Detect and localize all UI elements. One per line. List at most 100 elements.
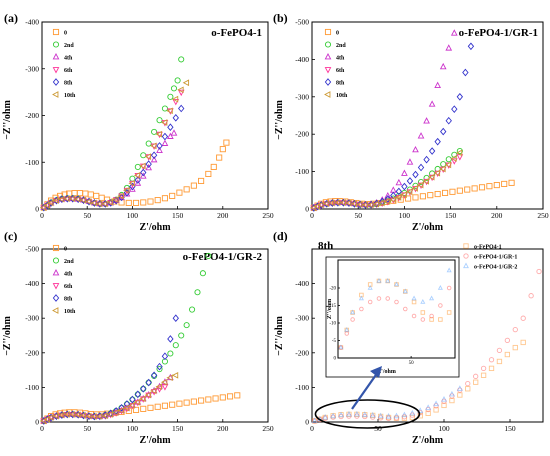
data-point — [154, 403, 161, 410]
legend-label: 8th — [64, 297, 73, 303]
data-point — [411, 185, 418, 192]
inset-y-axis-label: Z''/ohm — [327, 299, 333, 319]
data-point — [439, 62, 447, 70]
legend: 0 2nd 4th 6th 8th 10th — [324, 28, 348, 99]
data-point — [456, 187, 463, 194]
legend-label: 6th — [64, 68, 73, 74]
data-point — [345, 199, 352, 207]
data-point — [504, 351, 511, 358]
data-point — [161, 195, 168, 202]
data-point — [311, 417, 318, 424]
data-point — [417, 407, 424, 414]
data-point — [451, 105, 458, 113]
data-point — [417, 413, 423, 419]
y-tick-label: -300 — [25, 314, 39, 323]
data-point — [462, 68, 469, 77]
data-point — [317, 201, 324, 209]
highlight-ellipse — [314, 399, 421, 429]
data-point — [205, 170, 212, 177]
data-point — [199, 270, 206, 277]
y-tick-label: -100 — [25, 383, 39, 392]
series-o-fepo4-1-gr-2 — [311, 385, 463, 424]
series-8th — [40, 314, 179, 425]
data-point — [167, 335, 174, 343]
data-point — [395, 178, 403, 186]
data-point — [183, 322, 190, 329]
data-point — [212, 395, 219, 402]
inset-data-point — [420, 317, 426, 322]
data-point — [528, 293, 534, 299]
data-point — [198, 397, 205, 404]
legend-marker — [52, 67, 60, 74]
data-point — [395, 187, 403, 196]
data-point — [377, 412, 384, 419]
legend-label: 4th — [64, 56, 73, 62]
x-tick-label: 0 — [310, 211, 314, 220]
data-point — [450, 29, 458, 36]
data-point — [172, 99, 180, 106]
data-point — [473, 373, 479, 379]
data-point — [367, 201, 374, 209]
data-point — [330, 412, 337, 419]
legend-label: 2nd — [336, 43, 346, 49]
y-axis-label: −Z''/ohm — [274, 316, 285, 356]
inset-data-point — [385, 296, 390, 301]
data-point — [456, 385, 463, 391]
panel-title: o-FePO4-1/GR-1 — [459, 27, 538, 39]
y-tick-label: -300 — [25, 64, 39, 73]
data-point — [464, 186, 471, 193]
inset-arrow-head — [370, 366, 382, 378]
data-point — [309, 204, 317, 212]
y-tick-label: -300 — [295, 314, 309, 323]
legend-marker — [52, 91, 59, 98]
data-point — [172, 114, 179, 122]
data-point — [378, 199, 385, 207]
data-point — [226, 393, 234, 400]
panel-title: o-FePO4-1 — [211, 27, 262, 39]
y-tick-label: -400 — [295, 55, 309, 64]
y-tick-label: -100 — [25, 158, 39, 167]
data-point — [405, 195, 412, 202]
legend-label: 0 — [336, 31, 339, 37]
inset-y-tick-label: 0 — [334, 357, 337, 362]
data-point — [150, 151, 158, 160]
data-point — [128, 179, 135, 187]
legend-label: 10th — [336, 93, 348, 99]
data-point — [147, 198, 154, 205]
data-point — [161, 139, 169, 146]
data-point — [504, 337, 511, 343]
data-point — [129, 185, 136, 192]
data-point — [39, 417, 47, 425]
data-point — [117, 192, 124, 200]
legend-marker — [52, 294, 60, 302]
data-point — [177, 86, 184, 94]
legend-marker — [52, 78, 60, 86]
data-point — [353, 410, 360, 417]
data-point — [394, 194, 402, 201]
legend-marker — [324, 78, 332, 86]
data-point — [172, 342, 179, 349]
chart-panel-a: 0 50 100 150 200 250 0 -100 -200 -300 -400 Z'/ohm −Z… — [2, 11, 274, 233]
y-tick-label: -300 — [295, 92, 309, 101]
data-point — [520, 339, 526, 346]
data-point — [393, 412, 400, 419]
x-tick-label: 0 — [40, 211, 44, 220]
x-tick-label: 200 — [217, 424, 229, 433]
data-point — [412, 194, 419, 201]
data-point — [139, 162, 146, 170]
inset-data-point — [429, 313, 434, 319]
x-tick-label: 200 — [217, 211, 229, 220]
x-tick-label: 0 — [40, 424, 44, 433]
data-point — [409, 409, 416, 416]
y-tick-label: -400 — [25, 279, 39, 288]
data-point — [169, 192, 176, 199]
inset-data-point — [437, 284, 443, 290]
data-point — [223, 139, 230, 146]
data-point — [406, 177, 414, 185]
inset-data-point — [359, 306, 364, 312]
data-point — [125, 199, 132, 206]
data-point — [433, 169, 441, 177]
data-point — [434, 190, 441, 198]
data-point — [166, 374, 173, 382]
